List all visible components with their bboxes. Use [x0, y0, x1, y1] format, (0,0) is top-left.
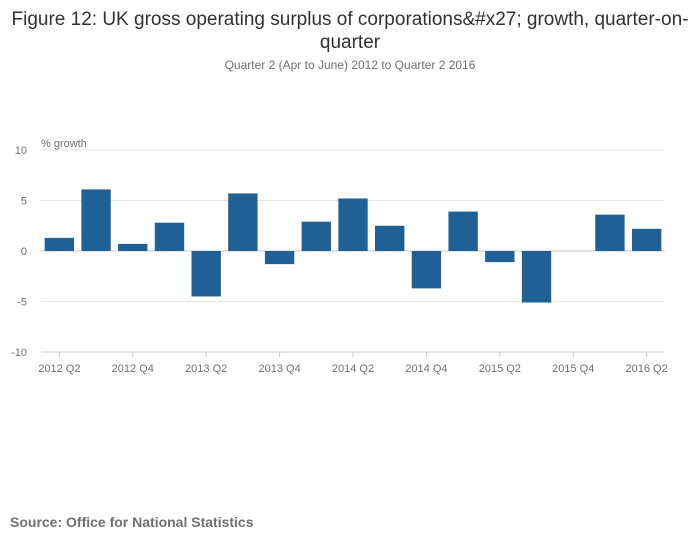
- bar: [595, 214, 625, 251]
- bar: [264, 251, 295, 265]
- x-tick-label: 2016 Q2: [626, 363, 668, 375]
- x-tick-label: 2012 Q4: [112, 363, 154, 375]
- y-tick-label: 10: [15, 145, 27, 157]
- bar: [118, 243, 148, 251]
- y-tick-label: 5: [21, 196, 27, 208]
- chart-title: Figure 12: UK gross operating surplus of…: [11, 9, 689, 53]
- x-tick-label: 2015 Q2: [479, 363, 521, 375]
- bar: [338, 198, 368, 251]
- source-note: Source: Office for National Statistics: [10, 514, 254, 530]
- x-tick-label: 2012 Q2: [38, 363, 80, 375]
- bar: [154, 222, 185, 251]
- bar: [44, 237, 75, 251]
- bars: [44, 189, 662, 303]
- bar: [375, 225, 405, 251]
- y-tick-label: -5: [17, 297, 27, 309]
- bar: [81, 189, 111, 251]
- y-axis-ticks: 10 5 0 -5 -10: [11, 145, 27, 359]
- bar: [411, 251, 442, 289]
- y-tick-label: 0: [21, 246, 27, 258]
- bar: [228, 193, 258, 251]
- bar-chart: 10 5 0 -5 -10 % growth 2012 Q2 2012 Q4 2013 Q2…: [11, 138, 668, 375]
- chart-subtitle: Quarter 2 (Apr to June) 2012 to Quarter …: [224, 58, 476, 72]
- x-tick-label: 2015 Q4: [552, 363, 594, 375]
- x-tick-label: 2013 Q4: [258, 363, 300, 375]
- bar: [301, 221, 331, 251]
- x-tick-label: 2013 Q2: [185, 363, 227, 375]
- x-axis: 2012 Q2 2012 Q4 2013 Q2 2013 Q4 2014 Q2 2014 …: [38, 351, 668, 375]
- y-axis-label: % growth: [41, 138, 87, 150]
- x-tick-label: 2014 Q4: [405, 363, 447, 375]
- bar: [631, 228, 662, 251]
- bar: [485, 251, 515, 263]
- x-tick-label: 2014 Q2: [332, 363, 374, 375]
- bar: [191, 251, 221, 297]
- bar: [448, 211, 478, 251]
- y-tick-label: -10: [11, 347, 27, 359]
- bar: [521, 251, 552, 303]
